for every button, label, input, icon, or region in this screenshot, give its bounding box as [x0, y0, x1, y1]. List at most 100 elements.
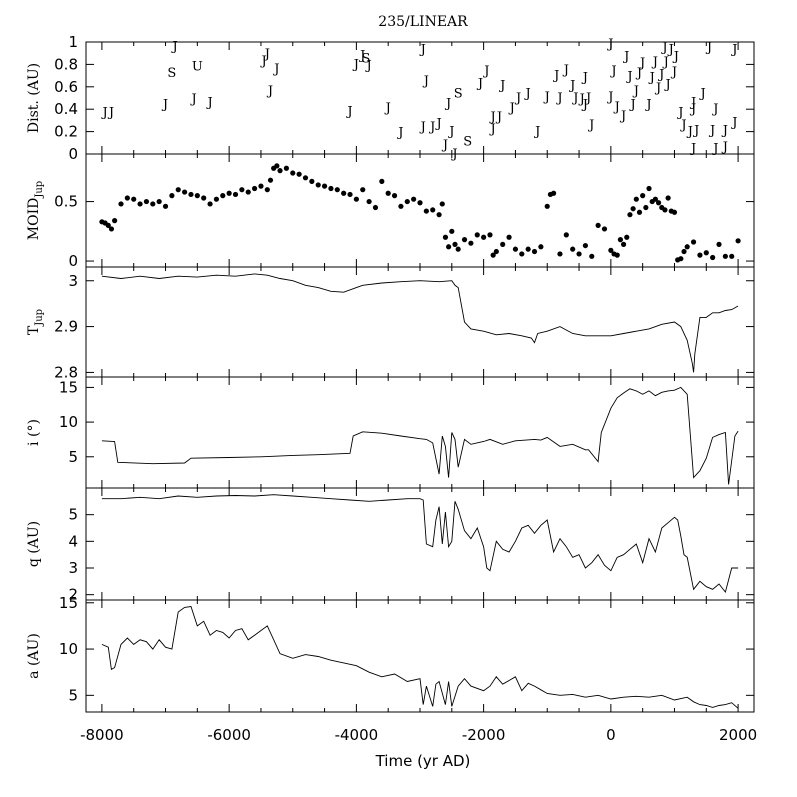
- moid-point: [194, 193, 200, 199]
- moid-point: [175, 187, 181, 193]
- moid-point: [264, 187, 270, 193]
- dist-letter: J: [648, 71, 655, 86]
- dist-letter: J: [606, 37, 613, 52]
- moid-point: [595, 222, 601, 228]
- dist-letter: J: [272, 62, 279, 77]
- moid-point: [207, 201, 213, 207]
- moid-point: [633, 196, 639, 202]
- dist-letter: S: [454, 86, 463, 101]
- x-tick-label: -4000: [335, 726, 379, 744]
- panel-frame: [85, 266, 755, 378]
- dist-letter: J: [705, 40, 712, 55]
- dist-letter: J: [571, 91, 578, 106]
- y-axis-label: a (AU): [26, 633, 42, 679]
- dist-letter: J: [657, 67, 664, 82]
- moid-point: [201, 195, 207, 201]
- y-tick-label: 0.2: [54, 123, 78, 141]
- dist-letter: J: [107, 105, 114, 120]
- dist-letter: J: [568, 79, 575, 94]
- dist-letter: J: [698, 86, 705, 101]
- moid-point: [617, 237, 624, 243]
- dist-letter: J: [619, 109, 626, 124]
- moid-point: [643, 204, 649, 211]
- dist-letter: J: [711, 102, 718, 117]
- moid-point: [118, 201, 124, 207]
- dist-letter: J: [711, 141, 718, 156]
- moid-point: [220, 193, 226, 199]
- dist-letter: J: [644, 98, 651, 113]
- dist-letter: J: [434, 117, 441, 132]
- moid-point: [624, 234, 630, 240]
- y-axis-label-main: i (°): [26, 419, 42, 446]
- moid-point: [455, 246, 461, 252]
- panel-incl: 5 10 15 i (°): [26, 376, 755, 489]
- y-tick-label: 0.6: [54, 78, 78, 96]
- moid-point: [321, 183, 328, 189]
- dist-letter: J: [692, 123, 699, 138]
- dist-letter: J: [689, 95, 696, 110]
- dist-letter: J: [676, 105, 683, 120]
- moid-point: [519, 251, 525, 257]
- moid-point: [105, 222, 111, 228]
- moid-point: [627, 212, 633, 218]
- moid-point: [655, 200, 662, 206]
- dist-letter: J: [686, 124, 693, 139]
- dist-letter: S: [167, 66, 176, 81]
- panel-frame: [85, 376, 755, 489]
- moid-point: [538, 244, 544, 250]
- dist-letter: J: [489, 110, 496, 125]
- y-tick-label: 3: [68, 559, 78, 577]
- dist-letter: J: [358, 48, 365, 63]
- moid-point: [283, 165, 289, 171]
- dist-letter: J: [730, 116, 737, 131]
- moid-point: [662, 207, 668, 213]
- y-axis-label-main: q (AU): [26, 521, 42, 567]
- moid-point: [411, 196, 417, 202]
- dist-letter: J: [514, 91, 521, 106]
- dist-letter: J: [396, 126, 403, 141]
- dist-letter: J: [730, 43, 737, 58]
- moid-point: [277, 168, 283, 174]
- moid-point: [258, 183, 264, 189]
- dist-letter: J: [660, 40, 667, 55]
- dist-letter: J: [562, 63, 569, 78]
- moid-point: [296, 171, 302, 177]
- dist-letter: J: [721, 140, 728, 155]
- moid-point: [245, 189, 251, 195]
- moid-point: [557, 251, 563, 257]
- moid-point: [169, 193, 175, 199]
- dist-letter: J: [662, 55, 669, 70]
- moid-point: [570, 246, 576, 252]
- dist-letter: J: [638, 56, 645, 71]
- series-line-q: [101, 494, 739, 593]
- y-tick-label: 0: [68, 252, 78, 270]
- moid-point: [385, 190, 391, 196]
- moid-point: [481, 234, 487, 240]
- chart-title: 235/LINEAR: [378, 14, 468, 30]
- moid-point: [665, 195, 671, 201]
- y-axis-label: i (°): [26, 419, 42, 446]
- moid-point: [446, 244, 452, 250]
- dist-letter: J: [419, 43, 426, 58]
- moid-point: [474, 232, 480, 238]
- moid-point: [372, 204, 379, 211]
- dist-letter: J: [629, 98, 636, 113]
- y-axis-label-main: T: [26, 325, 42, 335]
- dist-letter: J: [190, 92, 197, 107]
- panel-frame: [85, 487, 755, 601]
- moid-point: [506, 234, 512, 240]
- x-tick-label: 0: [606, 726, 616, 744]
- series-line-tjup: [101, 273, 739, 373]
- dist-letter: J: [625, 70, 632, 85]
- moid-point: [630, 206, 636, 212]
- y-tick-label: 2: [68, 586, 78, 604]
- moid-point: [213, 196, 220, 202]
- y-tick-label: 5: [68, 506, 78, 524]
- moid-point: [366, 198, 372, 205]
- moid-point: [290, 170, 296, 176]
- dist-letter: J: [495, 110, 502, 125]
- moid-point: [423, 208, 429, 214]
- moid-point: [156, 198, 162, 205]
- dist-letter: J: [364, 58, 371, 73]
